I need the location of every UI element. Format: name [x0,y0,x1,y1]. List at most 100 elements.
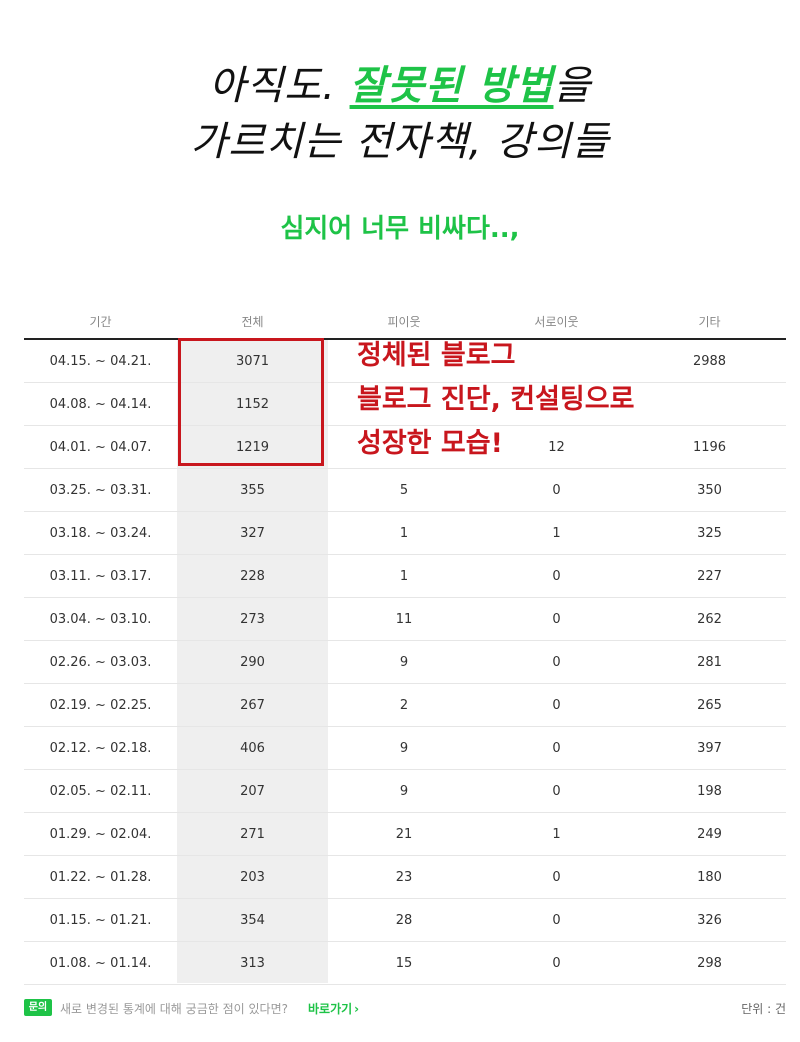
cell-period: 02.26. ~ 03.03. [24,640,177,684]
table-row: 01.29. ~ 02.04. 271 21 1 249 [24,812,786,856]
cell-total: 354 [177,898,328,942]
table-row: 02.05. ~ 02.11. 207 9 0 198 [24,769,786,813]
header-other: 기타 [633,305,786,340]
header-mutual-neighbor: 서로이웃 [480,305,633,340]
cell-other [633,382,786,426]
cell-period: 04.15. ~ 04.21. [24,339,177,383]
headline-line-2: 가르치는 전자책, 강의들 [190,119,610,165]
cell-neighbor: 28 [328,898,480,942]
subheadline: 심지어 너무 비싸다.., [280,214,520,244]
cell-total: 273 [177,597,328,641]
table-header-row: 기간 전체 피이웃 서로이웃 기타 [24,305,786,340]
cell-other: 298 [633,941,786,985]
cell-total: 228 [177,554,328,598]
table-row: 02.26. ~ 03.03. 290 9 0 281 [24,640,786,684]
cell-other: 1196 [633,425,786,469]
cell-period: 03.25. ~ 03.31. [24,468,177,512]
annotation-overlay: 정체된 블로그 블로그 진단, 컨설팅으로 성장한 모습! [357,334,737,466]
cell-other: 281 [633,640,786,684]
table-row: 03.04. ~ 03.10. 273 11 0 262 [24,597,786,641]
cell-mutual: 1 [480,812,633,856]
footer-text: 새로 변경된 통계에 대해 궁금한 점이 있다면? [60,1002,288,1016]
cell-mutual: 0 [480,898,633,942]
stats-table: 기간 전체 피이웃 서로이웃 기타 04.15. ~ 04.21. 3071 2… [24,305,786,985]
table-row: 02.12. ~ 02.18. 406 9 0 397 [24,726,786,770]
cell-total: 327 [177,511,328,555]
cell-mutual: 0 [480,855,633,899]
header-neighbor: 피이웃 [328,305,480,340]
cell-mutual: 0 [480,597,633,641]
cell-other: 325 [633,511,786,555]
headline-highlight: 잘못된 방법 [349,63,554,109]
shortcut-link[interactable]: 바로가기 › [308,1000,359,1017]
cell-period: 01.22. ~ 01.28. [24,855,177,899]
cell-period: 01.15. ~ 01.21. [24,898,177,942]
cell-other: 265 [633,683,786,727]
cell-mutual: 0 [480,941,633,985]
cell-other: 262 [633,597,786,641]
cell-neighbor: 23 [328,855,480,899]
cell-period: 04.08. ~ 04.14. [24,382,177,426]
table-row: 02.19. ~ 02.25. 267 2 0 265 [24,683,786,727]
table-row: 03.11. ~ 03.17. 228 1 0 227 [24,554,786,598]
cell-period: 02.19. ~ 02.25. [24,683,177,727]
table-row: 01.22. ~ 01.28. 203 23 0 180 [24,855,786,899]
stats-table-panel: 기간 전체 피이웃 서로이웃 기타 04.15. ~ 04.21. 3071 2… [24,305,786,985]
cell-total: 271 [177,812,328,856]
cell-total: 3071 [177,339,328,383]
cell-neighbor: 1 [328,511,480,555]
cell-other: 180 [633,855,786,899]
shortcut-link-label: 바로가기 [308,1002,353,1016]
cell-neighbor: 9 [328,640,480,684]
headline: 아직도. 잘못된 방법을 가르치는 전자책, 강의들 [0,58,800,170]
cell-neighbor: 9 [328,769,480,813]
cell-period: 04.01. ~ 04.07. [24,425,177,469]
cell-total: 1219 [177,425,328,469]
cell-period: 01.29. ~ 02.04. [24,812,177,856]
cell-neighbor: 2 [328,683,480,727]
cell-mutual: 0 [480,769,633,813]
table-row: 04.01. ~ 04.07. 1219 12 1196 [24,425,786,469]
cell-neighbor: 9 [328,726,480,770]
cell-neighbor: 1 [328,554,480,598]
cell-mutual: 12 [480,425,633,469]
cell-period: 03.04. ~ 03.10. [24,597,177,641]
cell-mutual: 0 [480,640,633,684]
highlight-box [178,338,324,466]
cell-other: 198 [633,769,786,813]
table-row: 01.15. ~ 01.21. 354 28 0 326 [24,898,786,942]
cell-mutual: 0 [480,554,633,598]
inquiry-badge: 문의 [24,999,52,1016]
table-row: 03.25. ~ 03.31. 355 5 0 350 [24,468,786,512]
header-total: 전체 [177,305,328,340]
annotation-line-2: 블로그 진단, 컨설팅으로 [357,384,635,415]
cell-period: 01.08. ~ 01.14. [24,941,177,985]
cell-total: 267 [177,683,328,727]
cell-total: 355 [177,468,328,512]
cell-period: 03.11. ~ 03.17. [24,554,177,598]
cell-total: 290 [177,640,328,684]
cell-neighbor: 15 [328,941,480,985]
cell-other: 326 [633,898,786,942]
cell-mutual: 0 [480,726,633,770]
cell-mutual: 1 [480,511,633,555]
cell-neighbor: 21 [328,812,480,856]
cell-other: 397 [633,726,786,770]
annotation-line-1: 정체된 블로그 [357,340,516,371]
cell-other: 227 [633,554,786,598]
cell-period: 02.12. ~ 02.18. [24,726,177,770]
cell-mutual: 0 [480,468,633,512]
cell-period: 02.05. ~ 02.11. [24,769,177,813]
headline-prefix: 아직도. [208,63,350,109]
table-row: 01.08. ~ 01.14. 313 15 0 298 [24,941,786,985]
cell-total: 207 [177,769,328,813]
table-row: 03.18. ~ 03.24. 327 1 1 325 [24,511,786,555]
cell-mutual: 0 [480,683,633,727]
cell-total: 406 [177,726,328,770]
cell-neighbor: 5 [328,468,480,512]
header-period: 기간 [24,305,177,340]
chevron-right-icon: › [354,1002,360,1016]
cell-total: 203 [177,855,328,899]
headline-suffix: 을 [553,63,592,109]
headline-line-1: 아직도. 잘못된 방법을 [0,58,800,114]
